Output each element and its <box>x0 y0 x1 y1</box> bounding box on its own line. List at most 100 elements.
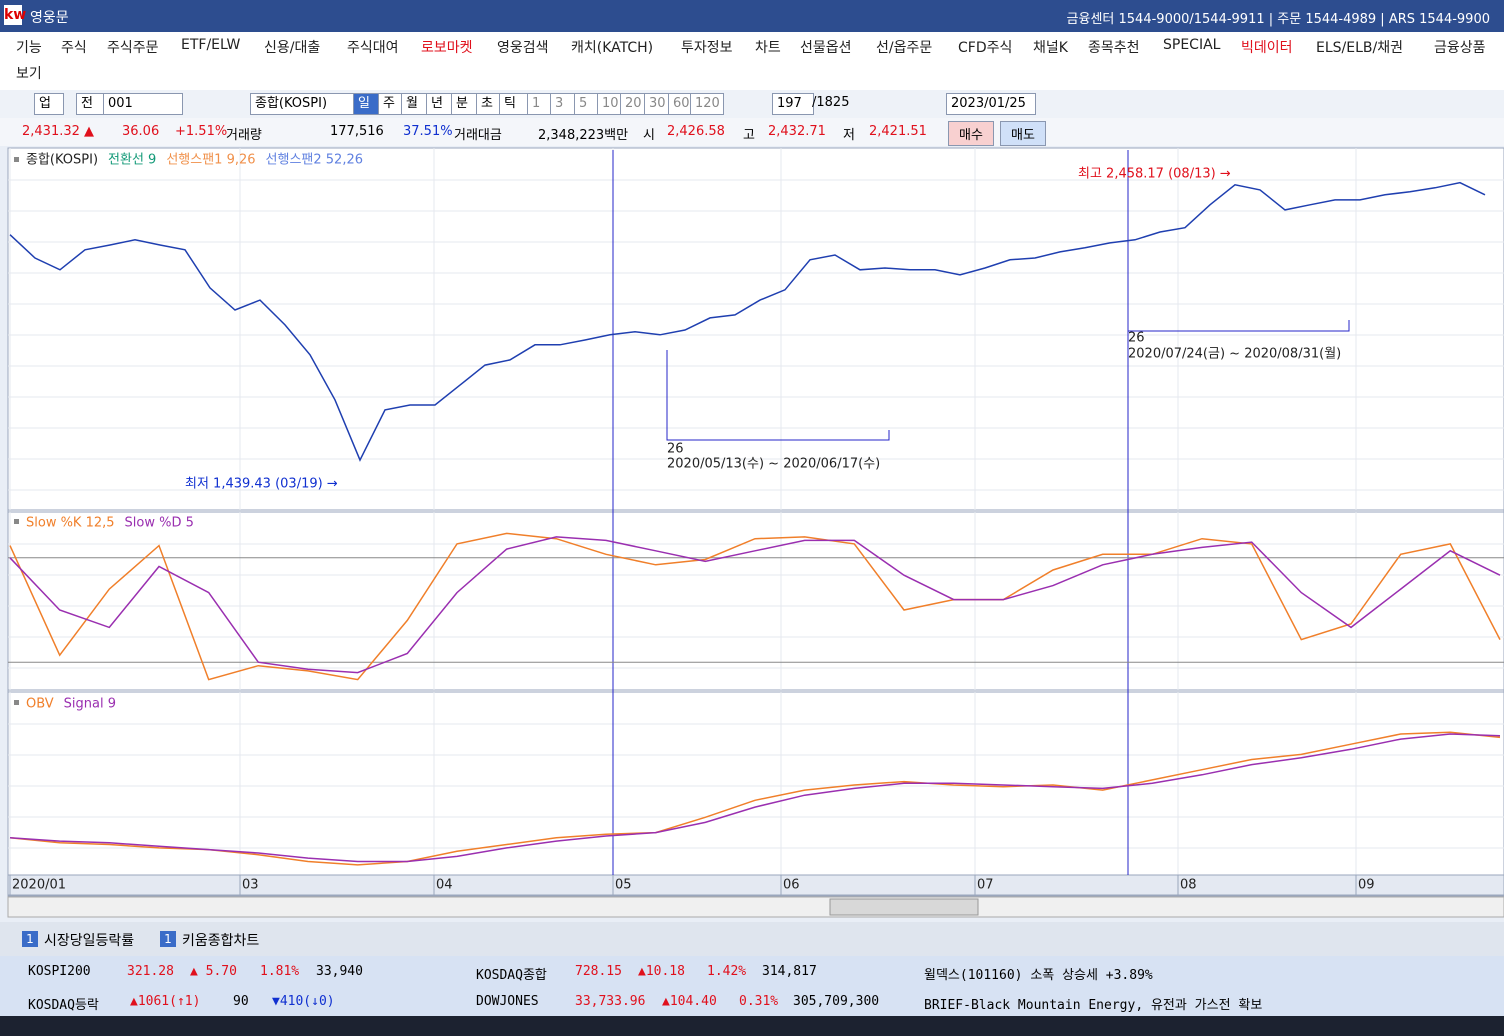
annotation: 최고 2,458.17 (08/13) → <box>1078 167 1231 182</box>
menu-item[interactable]: 신용/대출 <box>264 40 321 56</box>
menu-item[interactable]: 채널K <box>1033 40 1068 56</box>
toolbar-item[interactable]: 년 <box>426 93 458 115</box>
toolbar-item[interactable]: 분 <box>451 93 483 115</box>
ticker-field: KOSDAQ종합 <box>476 968 547 983</box>
menu-item[interactable]: 영웅검색 <box>497 40 549 56</box>
title-bar: kw 영웅문 금융센터 1544-9000/1544-9911 | 주문 154… <box>0 0 1504 32</box>
annotation: 26 <box>1128 331 1145 346</box>
toolbar-item[interactable]: 2023/01/25 <box>946 93 1036 115</box>
toolbar-item[interactable]: /1825 <box>812 95 850 110</box>
order-button[interactable]: 매도 <box>1000 121 1046 146</box>
quote-field: 저 <box>843 128 855 143</box>
menu-item[interactable]: 캐치(KATCH) <box>571 40 654 56</box>
series-line <box>9 733 1501 863</box>
menu-item[interactable]: ELS/ELB/채권 <box>1316 40 1403 56</box>
series-line <box>9 532 1501 681</box>
menu-item[interactable]: 선물옵션 <box>800 40 852 56</box>
legend-label: 선행스팬2 52,26 <box>266 152 363 168</box>
ticker-field: BRIEF-Black Mountain Energy, 유전과 가스전 확보 <box>924 998 1263 1013</box>
menu-item[interactable]: SPECIAL <box>1163 37 1221 53</box>
legend-label: Slow %K 12,5 <box>26 516 115 531</box>
ticker-field: 728.15 <box>575 964 622 979</box>
menu-item[interactable]: 주식 <box>61 40 87 56</box>
tab-label[interactable]: 시장당일등락률 <box>44 933 135 949</box>
scrollbar <box>7 896 1504 918</box>
menu-item[interactable]: 선/옵주문 <box>876 40 933 56</box>
x-tick-label: 04 <box>436 878 453 893</box>
series-line <box>9 536 1501 674</box>
quote-field: 고 <box>743 128 755 143</box>
menu-item[interactable]: 로보마켓 <box>421 40 473 56</box>
x-tick-label: 07 <box>977 878 994 893</box>
ticker-field: KOSDAQ등락 <box>28 998 99 1013</box>
annotation: 26 <box>667 442 684 457</box>
toolbar-item[interactable]: 001 <box>103 93 183 115</box>
tab-bar: 1 시장당일등락률 1 키움종합차트 <box>0 922 1504 956</box>
x-tick-label: 05 <box>615 878 632 893</box>
annotation: 최저 1,439.43 (03/19) → <box>185 477 338 492</box>
quote-field: 36.06 <box>122 124 160 139</box>
ticker-field: DOWJONES <box>476 994 539 1009</box>
menu-item[interactable]: 종목추천 <box>1088 40 1140 56</box>
ticker-field: 90 <box>233 994 249 1009</box>
ticker-field: KOSPI200 <box>28 964 91 979</box>
contact-info: 금융센터 1544-9000/1544-9911 | 주문 1544-4989 … <box>1066 12 1490 27</box>
toolbar-item[interactable]: 30 <box>644 93 674 115</box>
toolbar-item[interactable]: 10 <box>597 93 627 115</box>
toolbar-item[interactable]: 197 <box>772 93 814 115</box>
menu-item[interactable]: 주식대여 <box>347 40 399 56</box>
menu-item[interactable]: 보기 <box>16 66 42 82</box>
tab-label[interactable]: 키움종합차트 <box>182 933 260 949</box>
quote-field: 37.51% <box>403 124 453 139</box>
legend-label: 전환선 9 <box>108 153 156 168</box>
x-tick-label: 2020/01 <box>12 878 66 893</box>
annotation: 2020/07/24(금) ~ 2020/08/31(월) <box>1128 347 1341 362</box>
ticker-field: ▲ 5.70 <box>190 964 237 979</box>
ticker-field: 33,733.96 <box>575 994 646 1009</box>
menu-item[interactable]: 투자정보 <box>681 40 733 56</box>
toolbar-item[interactable]: 120 <box>690 93 724 115</box>
legend-marker <box>14 519 19 524</box>
series-line <box>9 731 1501 866</box>
tab-badge[interactable]: 1 <box>160 931 176 947</box>
toolbar-item[interactable]: 종합(KOSPI) <box>250 93 358 115</box>
x-axis-bg <box>7 874 1504 896</box>
order-button[interactable]: 매수 <box>948 121 994 146</box>
quote-field: 거래대금 <box>454 128 502 143</box>
menu-item[interactable]: 주식주문 <box>107 40 159 56</box>
quote-field: 177,516 <box>330 124 384 139</box>
x-tick-label: 08 <box>1180 878 1197 893</box>
series-line <box>9 181 1486 462</box>
ticker-field: 33,940 <box>316 964 363 979</box>
chart-area: 2020/01 03 04 05 06 07 08 09 종합(KOSPI) 전환선 9 선행스팬1… <box>7 147 1504 918</box>
app-icon: kw <box>4 5 27 25</box>
menu-item[interactable]: 금융상품 <box>1434 40 1486 56</box>
menu-item[interactable]: 빅데이터 <box>1241 40 1293 56</box>
ticker-field: 321.28 <box>127 964 174 979</box>
ticker-field: 윌덱스(101160) 소폭 상승세 +3.89% <box>924 968 1153 983</box>
legend-label: OBV <box>26 697 54 712</box>
legend-marker <box>14 157 19 162</box>
quote-field: 2,421.51 <box>869 124 927 139</box>
legend-marker <box>14 700 19 705</box>
toolbar-item[interactable]: 20 <box>620 93 650 115</box>
menu-item[interactable]: 기능 <box>16 40 42 56</box>
ticker-field: ▲10.18 <box>638 964 685 979</box>
toolbar-item[interactable]: 업 <box>34 93 64 115</box>
x-tick-label: 09 <box>1358 878 1375 893</box>
scroll-thumb <box>829 898 979 916</box>
menu-item[interactable]: CFD주식 <box>958 40 1013 56</box>
quote-field: 2,431.32 ▲ <box>22 124 95 139</box>
menu-item[interactable]: 차트 <box>755 40 781 56</box>
menu-item[interactable]: ETF/ELW <box>181 37 241 53</box>
tab-badge[interactable]: 1 <box>22 931 38 947</box>
menu-bar: 기능 주식 주식주문 ETF/ELW 신용/대출 주식대여 로보마켓 영웅검색 캐치(KATCH… <box>0 32 1504 90</box>
legend-label: 선행스팬1 9,26 <box>166 152 255 168</box>
ticker-field: 1.81% <box>260 964 300 979</box>
annotation: 2020/05/13(수) ~ 2020/06/17(수) <box>667 457 880 472</box>
ticker-panel: KOSPI200 321.28 ▲ 5.70 1.81% 33,940 KOSDAQ종합 7… <box>0 956 1504 1016</box>
legend-label: Signal 9 <box>64 697 116 712</box>
x-tick-label: 03 <box>242 878 259 893</box>
ticker-field: ▼410(↓0) <box>272 994 335 1009</box>
